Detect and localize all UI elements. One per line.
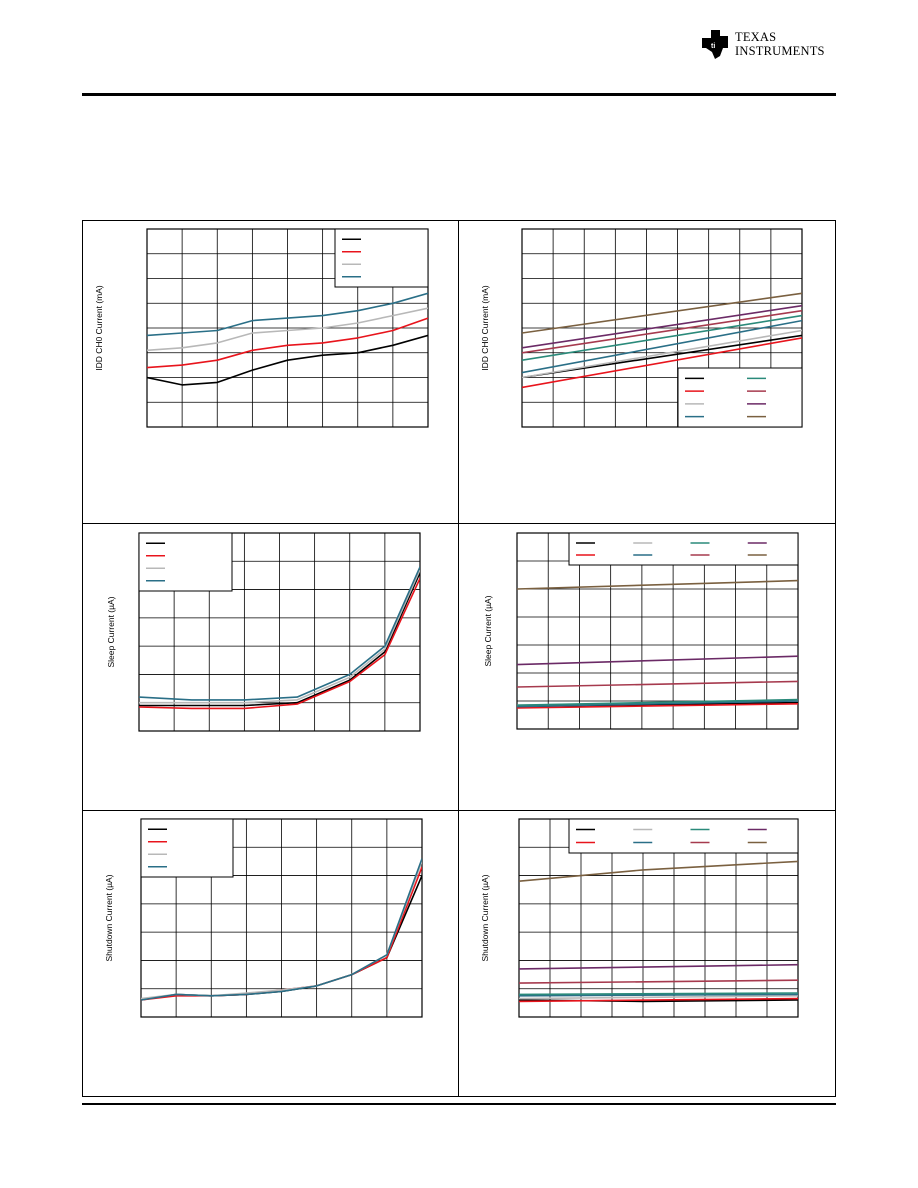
y-axis-label: Sleep Current (µA) — [483, 595, 493, 666]
series-line-2 — [147, 317, 428, 369]
ti-logo: ti — [702, 30, 728, 59]
series-line-7 — [522, 304, 802, 349]
legend-box — [138, 532, 233, 592]
legend — [334, 228, 429, 288]
series-line-4 — [517, 700, 798, 708]
logo-wordmark: Texas Instruments — [735, 30, 825, 58]
legend-box — [568, 532, 799, 566]
legend-box — [568, 818, 799, 854]
figure-row-divider-2 — [82, 810, 836, 811]
series-group — [522, 292, 802, 389]
legend — [140, 818, 234, 878]
series-line-5 — [519, 992, 798, 996]
legend — [568, 532, 799, 566]
series-line-3 — [139, 569, 420, 704]
y-axis-label: Shutdown Current (µA) — [104, 874, 114, 961]
series-line-6 — [517, 680, 798, 688]
series-line-7 — [517, 655, 798, 666]
chart-sleep-vs-temperature: Sleep Current (µA) — [483, 532, 799, 730]
series-line-6 — [519, 979, 798, 984]
plot-area-border — [138, 532, 421, 732]
series-line-4 — [141, 858, 422, 1001]
series-group — [147, 292, 428, 386]
svg-text:ti: ti — [711, 43, 715, 50]
series-line-4 — [139, 566, 420, 701]
series-line-1 — [147, 334, 428, 386]
series-line-2 — [522, 337, 802, 389]
series-line-3 — [147, 307, 428, 352]
series-line-4 — [519, 993, 798, 997]
series-line-2 — [139, 577, 420, 710]
figure-column-divider — [458, 220, 459, 1097]
plot-area-border — [146, 228, 429, 428]
header-rule — [82, 93, 836, 96]
series-line-5 — [517, 698, 798, 706]
series-group — [141, 858, 422, 1001]
legend — [677, 367, 803, 428]
series-line-3 — [522, 329, 802, 379]
chart-idd-vs-voltage: IDD CH0 Current (mA) — [94, 228, 429, 428]
y-axis-label: Sleep Current (µA) — [106, 596, 116, 667]
legend-box — [677, 367, 803, 428]
legend — [568, 818, 799, 854]
series-line-4 — [147, 292, 428, 337]
legend-box — [140, 818, 234, 878]
logo-line-2: Instruments — [735, 44, 825, 58]
chart-sleep-vs-voltage: Sleep Current (µA) — [106, 532, 421, 732]
series-line-7 — [519, 963, 798, 970]
chart-idd-vs-temperature: IDD CH0 Current (mA) — [480, 228, 803, 428]
y-axis-label: Shutdown Current (µA) — [480, 874, 490, 961]
y-axis-label: IDD CH0 Current (mA) — [94, 285, 104, 371]
y-axis-label: IDD CH0 Current (mA) — [480, 285, 490, 371]
series-line-8 — [517, 579, 798, 590]
series-line-4 — [522, 319, 802, 374]
series-group — [519, 860, 798, 1003]
series-line-5 — [522, 314, 802, 361]
series-line-8 — [519, 860, 798, 882]
plot-area-border — [521, 228, 803, 428]
legend-box — [334, 228, 429, 288]
series-group — [139, 566, 420, 710]
plot-area-border — [140, 818, 423, 1018]
series-group — [517, 579, 798, 709]
series-line-6 — [522, 309, 802, 354]
series-line-2 — [517, 703, 798, 709]
chart-shutdown-vs-temperature: Shutdown Current (µA) — [480, 818, 799, 1018]
ti-state-icon — [702, 30, 728, 59]
series-line-1 — [139, 572, 420, 707]
grid — [141, 819, 422, 1017]
logo-line-1: Texas — [735, 30, 777, 44]
figure-frame — [82, 220, 836, 1097]
series-line-2 — [519, 997, 798, 1003]
series-line-1 — [522, 334, 802, 379]
series-line-3 — [519, 995, 798, 1000]
figure-row-divider-1 — [82, 523, 836, 524]
footer-rule — [82, 1103, 836, 1105]
chart-shutdown-vs-voltage: Shutdown Current (µA) — [104, 818, 423, 1018]
legend — [138, 532, 233, 592]
series-line-8 — [522, 292, 802, 334]
